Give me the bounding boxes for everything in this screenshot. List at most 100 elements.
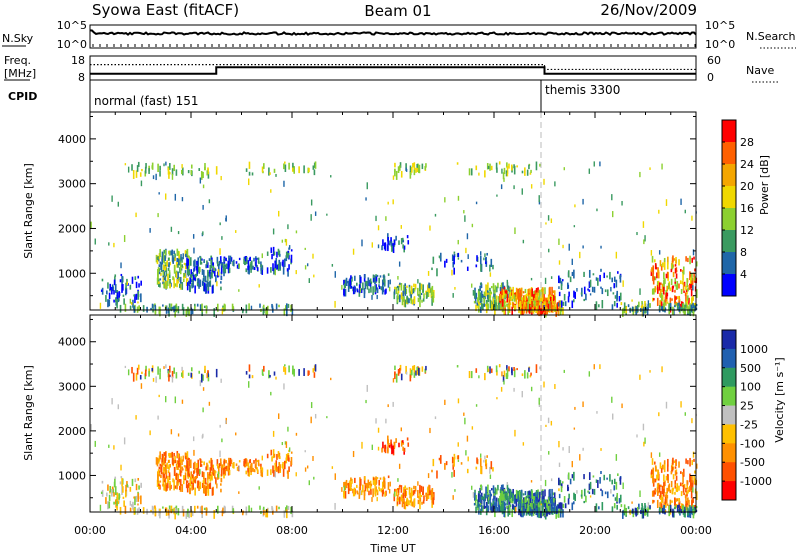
power-mark [238,263,240,269]
power-mark [313,169,316,176]
velocity-mark [371,444,374,450]
velocity-mark [155,376,157,383]
range-tick-label: 1000 [58,267,86,280]
power-mark [478,172,480,176]
power-mark [616,302,618,308]
velocity-mark [306,465,309,469]
power-mark [101,287,104,295]
velocity-mark [506,375,509,380]
power-mark [176,257,179,262]
power-mark [191,271,194,277]
velocity-mark [285,441,288,448]
power-mark [134,294,136,304]
power-mark [398,165,401,171]
power-mark [619,274,622,283]
power-mark [556,303,559,312]
power-mark [506,303,508,307]
velocity-mark [438,457,441,461]
power-mark [508,163,510,169]
velocity-mark [408,500,410,506]
velocity-mark [663,482,665,487]
velocity-mark [427,473,430,479]
power-mark [528,296,530,302]
power-mark [517,288,519,294]
velocity-mark [678,504,680,508]
velocity-mark [568,446,570,454]
velocity-mark [375,418,377,424]
velocity-mark [114,486,117,496]
power-mark [366,182,368,190]
velocity-mark [419,484,421,494]
velocity-mark [541,505,544,514]
power-mark [217,269,220,276]
velocity-mark [666,473,669,481]
velocity-mark [641,506,644,514]
velocity-mark [504,494,506,498]
power-mark [303,165,305,174]
power-mark [650,270,653,276]
power-mark [417,287,419,296]
velocity-mark [199,469,201,475]
power-mark [181,257,183,263]
power-mark [184,273,186,279]
velocity-mark [603,474,606,481]
velocity-mark [373,477,375,485]
velocity-mark [688,487,691,492]
colorbar-swatch [722,142,736,165]
power-mark [501,168,503,174]
velocity-mark [537,494,540,498]
velocity-mark [224,469,227,476]
power-mark [255,258,257,267]
power-mark [470,168,473,176]
power-mark [217,261,219,267]
velocity-mark [292,365,294,371]
velocity-mark [553,492,556,500]
power-mark [113,279,116,286]
velocity-mark [227,462,230,472]
velocity-mark [358,486,361,496]
velocity-mark [667,485,670,492]
power-mark [250,305,253,310]
power-mark [691,273,693,281]
velocity-mark [191,487,193,491]
velocity-mark [168,452,171,458]
power-mark [376,274,379,277]
power-mark [466,233,469,240]
power-mark [206,281,209,287]
velocity-mark [261,467,264,473]
colorbar-tick-label: -500 [740,456,765,469]
power-mark [124,287,127,296]
velocity-mark [478,506,480,515]
power-mark [694,280,696,283]
power-mark [414,283,417,290]
velocity-mark [530,480,533,483]
velocity-mark [519,503,522,512]
velocity-mark [404,501,407,510]
velocity-mark [505,492,508,499]
velocity-mark [202,407,204,413]
power-mark [692,285,694,291]
power-mark [295,270,297,275]
velocity-mark [693,458,695,462]
velocity-mark [212,470,214,475]
velocity-mark [659,502,661,509]
power-mark [558,238,560,245]
velocity-mark [203,507,206,511]
power-mark [421,299,423,303]
power-mark [181,164,183,169]
power-mark [159,165,161,171]
power-mark [651,255,654,263]
power-mark [543,178,545,185]
power-mark [190,279,193,283]
power-mark [620,302,623,306]
power-mark [163,255,165,264]
velocity-mark [343,481,345,488]
velocity-mark [505,373,508,380]
velocity-mark [101,480,104,484]
power-mark [691,279,694,288]
velocity-mark [481,496,483,500]
power-mark [389,279,391,285]
power-mark [515,287,518,297]
velocity-mark [589,495,592,498]
